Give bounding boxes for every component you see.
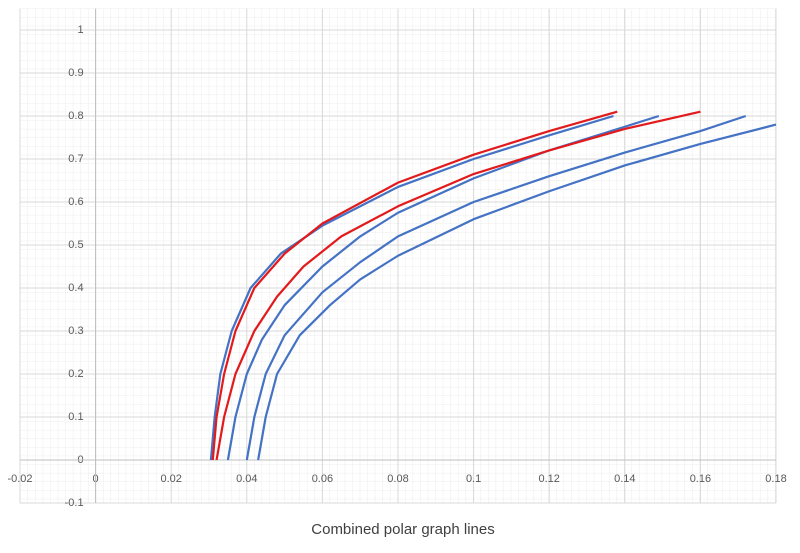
x-tick-label: 0.14 xyxy=(614,473,635,485)
y-tick-label: 0.8 xyxy=(68,110,83,122)
series-line xyxy=(215,110,701,461)
x-tick-label: 0.04 xyxy=(236,473,257,485)
x-tick-label: 0.12 xyxy=(538,473,559,485)
y-tick-label: 0.1 xyxy=(68,411,83,423)
x-tick-label: 0.1 xyxy=(466,473,481,485)
y-tick-label: 0.9 xyxy=(68,67,83,79)
x-tick-label: 0.08 xyxy=(387,473,408,485)
y-tick-label: 1 xyxy=(77,24,83,36)
y-tick-label: 0.2 xyxy=(68,368,83,380)
y-tick-label: 0.3 xyxy=(68,325,83,337)
chart-title: Combined polar graph lines xyxy=(311,521,494,538)
y-tick-label: 0.4 xyxy=(68,282,83,294)
series-line xyxy=(211,110,618,461)
series-line xyxy=(257,123,777,461)
y-tick-label: -0.1 xyxy=(65,497,84,509)
x-tick-label: 0.16 xyxy=(690,473,711,485)
x-tick-label: 0.18 xyxy=(765,473,786,485)
x-tick-label: 0.06 xyxy=(312,473,333,485)
y-tick-label: 0.5 xyxy=(68,239,83,251)
series-line xyxy=(245,114,747,461)
x-tick-label: 0.02 xyxy=(160,473,181,485)
series-line xyxy=(209,114,614,461)
y-tick-label: 0.6 xyxy=(68,196,83,208)
y-tick-label: 0.7 xyxy=(68,153,83,165)
x-tick-label: -0.02 xyxy=(7,473,32,485)
